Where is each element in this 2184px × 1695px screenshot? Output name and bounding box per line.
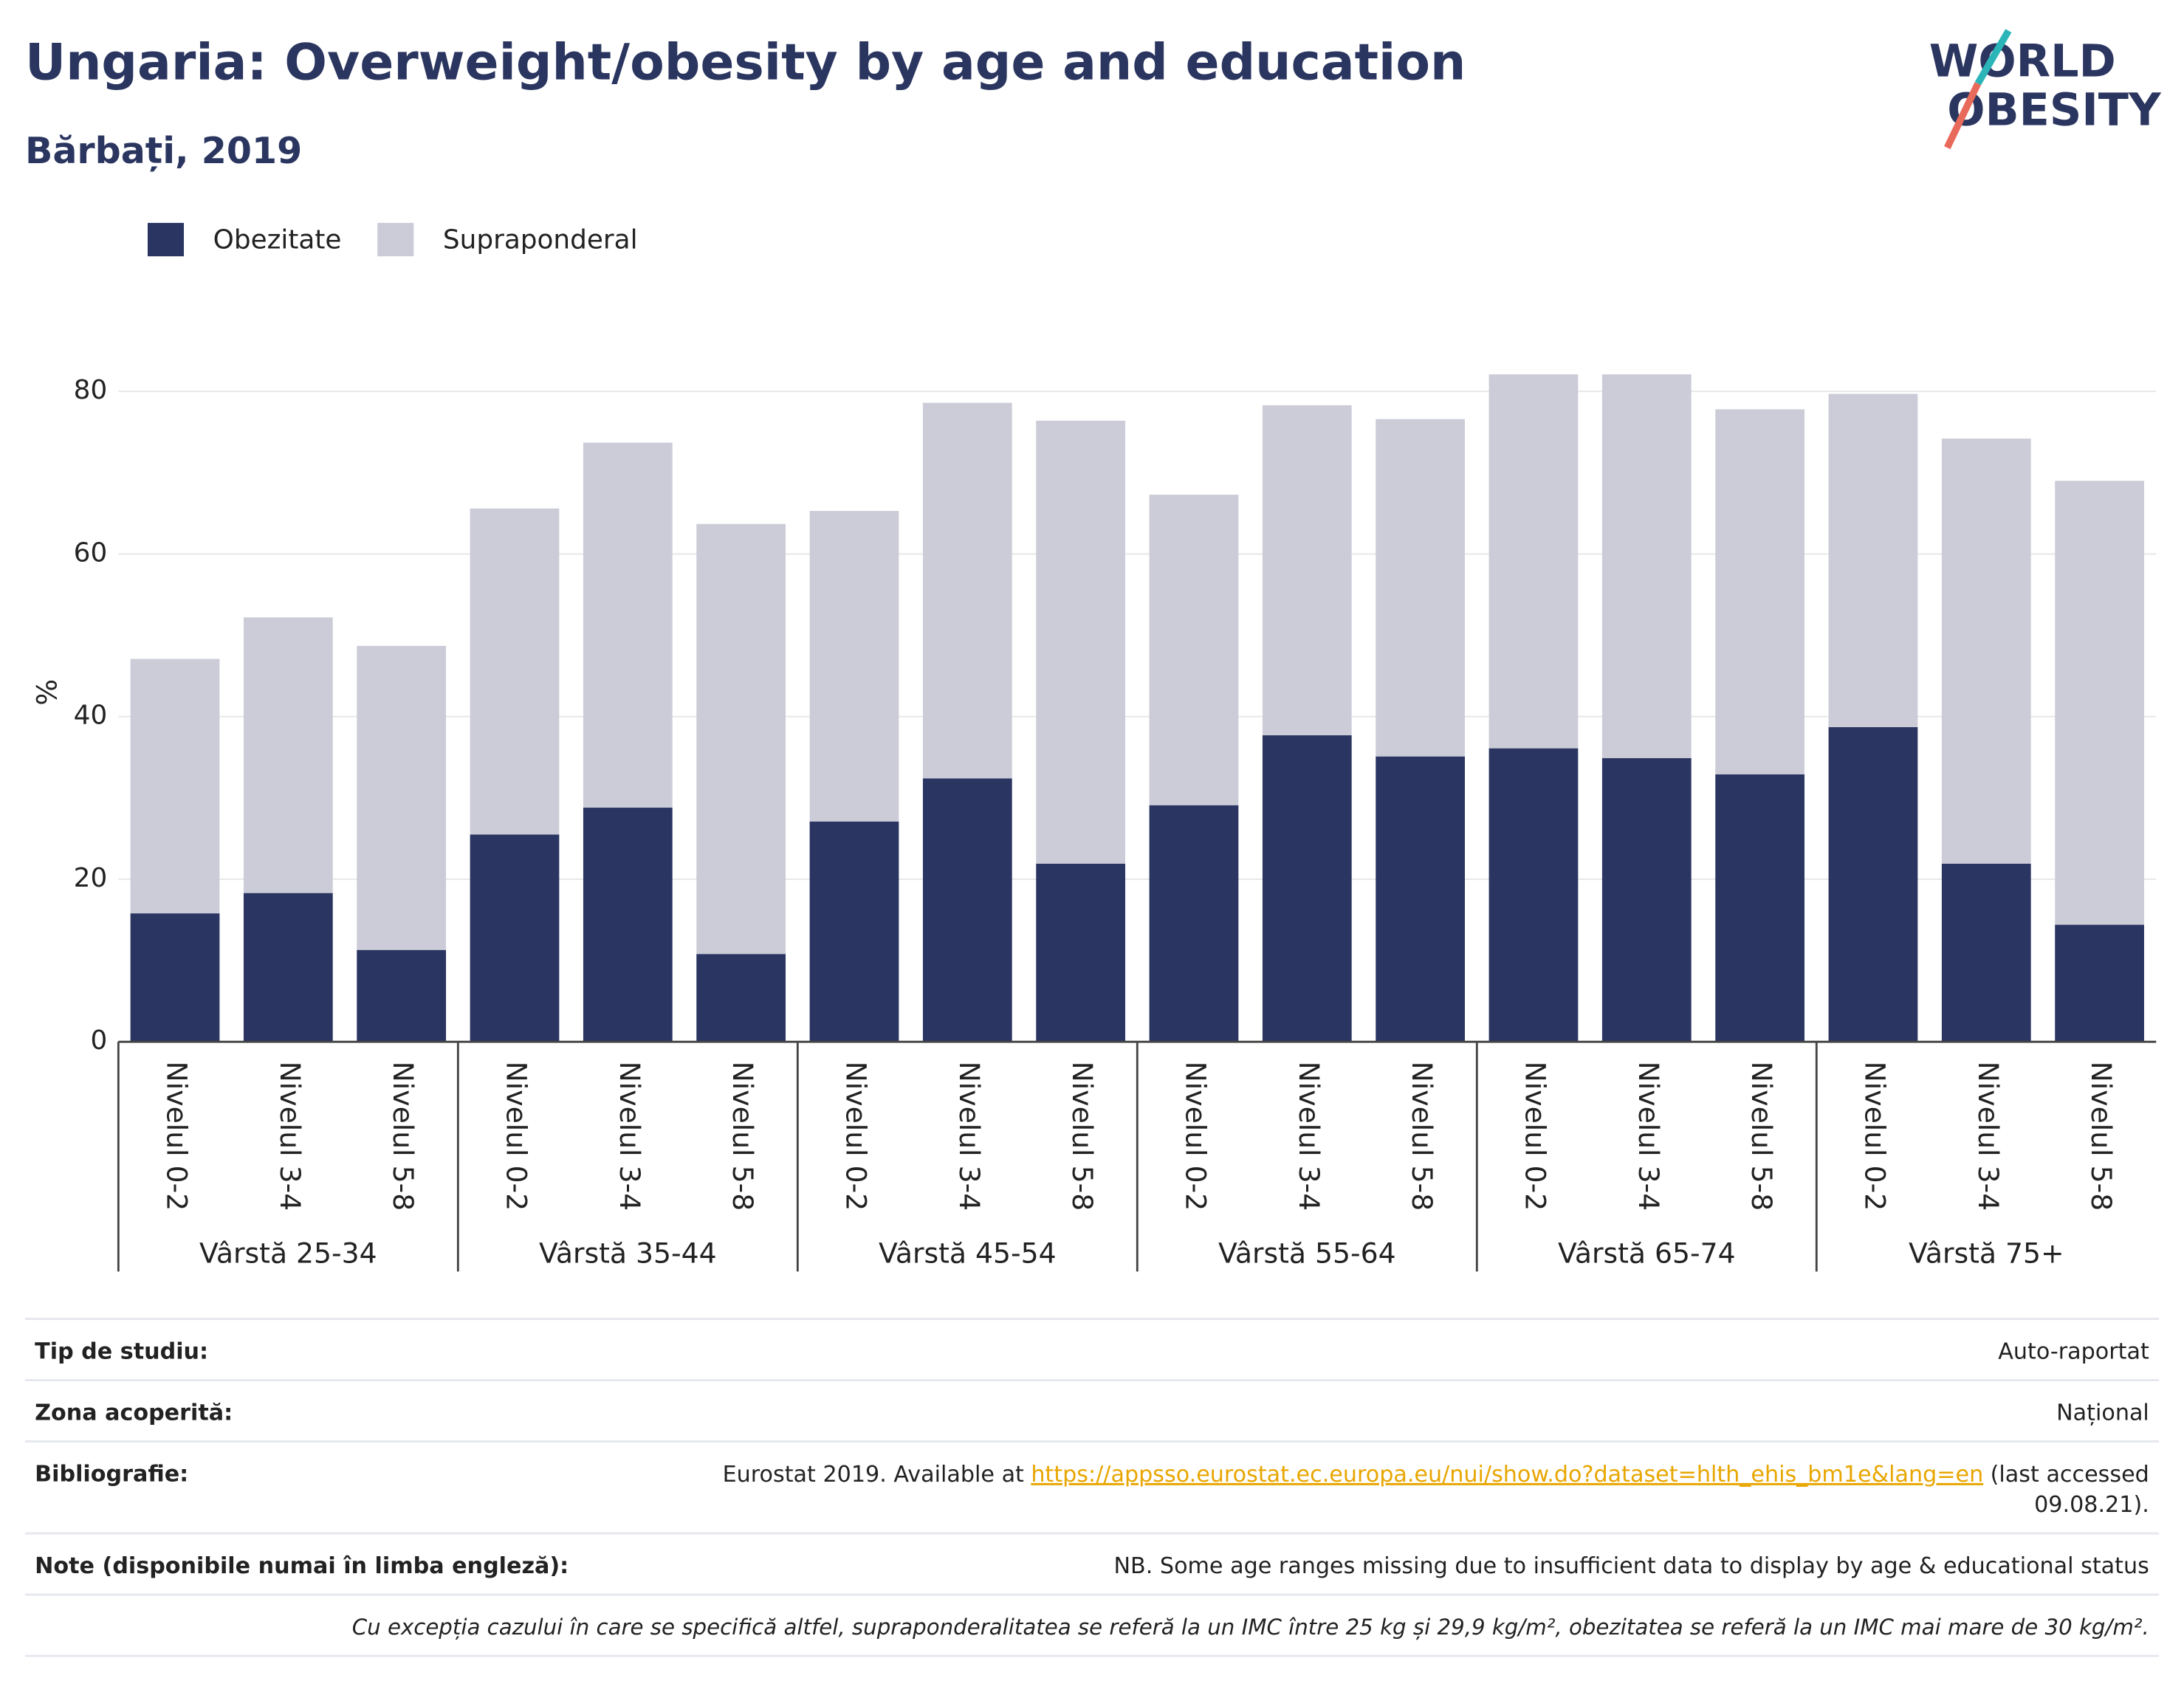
bar-segment bbox=[1376, 756, 1466, 1042]
x-tick-label: Nivelul 0-2 bbox=[839, 1062, 872, 1211]
bar-segment bbox=[1262, 405, 1352, 736]
logo-slash bbox=[1974, 29, 2012, 86]
chart-title: Ungaria: Overweight/obesity by age and e… bbox=[25, 33, 1466, 92]
x-tick-label: Nivelul 0-2 bbox=[1858, 1062, 1891, 1211]
info-label: Zona acoperită: bbox=[35, 1400, 233, 1426]
x-tick-label: Nivelul 5-8 bbox=[1406, 1062, 1438, 1211]
x-tick-label: Nivelul 0-2 bbox=[1179, 1062, 1212, 1211]
bar-segment bbox=[583, 442, 673, 808]
bar-segment bbox=[1601, 757, 1692, 1042]
x-tick-label: Nivelul 5-8 bbox=[1745, 1062, 1778, 1211]
bar-segment bbox=[809, 821, 899, 1042]
bar-segment bbox=[1488, 748, 1579, 1042]
bar-segment bbox=[922, 778, 1012, 1042]
group-label: Vârstă 75+ bbox=[1909, 1237, 2064, 1269]
y-tick-label: 20 bbox=[74, 863, 108, 893]
legend-label: Obezitate bbox=[213, 224, 342, 255]
x-tick-label: Nivelul 0-2 bbox=[161, 1062, 193, 1211]
bar-segment bbox=[130, 913, 220, 1042]
bar-segment bbox=[243, 893, 333, 1042]
footnote: Cu excepția cazului în care se specifică… bbox=[352, 1615, 2149, 1640]
bar-segment bbox=[357, 645, 447, 950]
legend-label: Supraponderal bbox=[443, 224, 638, 255]
y-tick-label: 40 bbox=[74, 701, 108, 731]
bar-segment bbox=[583, 808, 673, 1042]
logo: WORLD OBESITY bbox=[1929, 29, 2162, 150]
bar-segment bbox=[1149, 495, 1239, 805]
bar-segment bbox=[1715, 409, 1804, 774]
info-label: Tip de studiu: bbox=[35, 1338, 208, 1364]
x-tick-label: Nivelul 3-4 bbox=[953, 1062, 986, 1211]
group-label: Vârstă 35-44 bbox=[539, 1237, 717, 1269]
info-value: Eurostat 2019. Available at https://appss… bbox=[723, 1461, 2149, 1487]
logo-text: WORLD bbox=[1929, 35, 2116, 87]
bar-segment bbox=[809, 511, 899, 822]
x-tick-label: Nivelul 3-4 bbox=[614, 1062, 646, 1211]
y-tick-label: 60 bbox=[74, 537, 108, 568]
logo-text: OBESITY bbox=[1947, 84, 2162, 136]
legend-swatch bbox=[377, 222, 414, 257]
x-tick-label: Nivelul 5-8 bbox=[727, 1062, 759, 1211]
group-label: Vârstă 65-74 bbox=[1558, 1237, 1736, 1269]
bar-segment bbox=[1828, 393, 1918, 728]
y-tick-label: 0 bbox=[90, 1025, 107, 1056]
chart-subtitle: Bărbați, 2019 bbox=[25, 129, 302, 172]
bar-segment bbox=[243, 617, 333, 893]
y-axis-label: % bbox=[31, 679, 63, 706]
bar-segment bbox=[1941, 864, 2031, 1042]
bar-segment bbox=[1149, 805, 1239, 1042]
legend-swatch bbox=[147, 222, 185, 257]
x-tick-label: Nivelul 5-8 bbox=[387, 1062, 419, 1211]
bar-segment bbox=[130, 659, 220, 914]
info-value: Auto-raportat bbox=[1998, 1338, 2149, 1364]
bar-segment bbox=[470, 834, 560, 1042]
x-tick-label: Nivelul 3-4 bbox=[1972, 1062, 2005, 1211]
bar-segment bbox=[1601, 374, 1692, 758]
bar-segment bbox=[1941, 439, 2031, 864]
x-tick-label: Nivelul 5-8 bbox=[2085, 1062, 2118, 1211]
bar-segment bbox=[696, 523, 786, 955]
bar-segment bbox=[1376, 419, 1466, 757]
x-tick-label: Nivelul 0-2 bbox=[1519, 1062, 1551, 1211]
bar-segment bbox=[2055, 481, 2144, 925]
info-text: (last accessed bbox=[1991, 1461, 2149, 1487]
bar-segment bbox=[1488, 374, 1579, 749]
y-tick-label: 80 bbox=[74, 375, 108, 405]
group-label: Vârstă 45-54 bbox=[879, 1237, 1057, 1269]
link[interactable]: https://appsso.eurostat.ec.europa.eu/nui… bbox=[1031, 1461, 1983, 1487]
info-label: Note (disponibile numai în limba engleză… bbox=[35, 1553, 569, 1579]
info-value: NB. Some age ranges missing due to insuf… bbox=[1113, 1553, 2149, 1579]
bar-segment bbox=[1262, 735, 1352, 1042]
bar-segment bbox=[696, 954, 786, 1042]
bar-segment bbox=[1036, 420, 1126, 864]
info-value: Național bbox=[2056, 1400, 2149, 1426]
x-tick-label: Nivelul 0-2 bbox=[501, 1062, 533, 1211]
bar-segment bbox=[470, 508, 560, 835]
bar-segment bbox=[2055, 924, 2144, 1042]
bar-segment bbox=[1036, 864, 1126, 1042]
group-label: Vârstă 25-34 bbox=[199, 1237, 377, 1269]
info-text: Eurostat 2019. Available at bbox=[723, 1461, 1024, 1487]
group-label: Vârstă 55-64 bbox=[1218, 1237, 1396, 1269]
info-value: 09.08.21). bbox=[2034, 1492, 2149, 1518]
logo-slash bbox=[1944, 82, 1982, 150]
x-tick-label: Nivelul 3-4 bbox=[1632, 1062, 1665, 1211]
x-tick-label: Nivelul 3-4 bbox=[274, 1062, 306, 1211]
x-tick-label: Nivelul 3-4 bbox=[1293, 1062, 1325, 1211]
bar-segment bbox=[357, 949, 447, 1042]
x-tick-label: Nivelul 5-8 bbox=[1066, 1062, 1099, 1211]
bar-segment bbox=[1828, 727, 1918, 1042]
info-label: Bibliografie: bbox=[35, 1461, 188, 1487]
bar-segment bbox=[1715, 774, 1804, 1042]
bar-segment bbox=[922, 402, 1012, 779]
